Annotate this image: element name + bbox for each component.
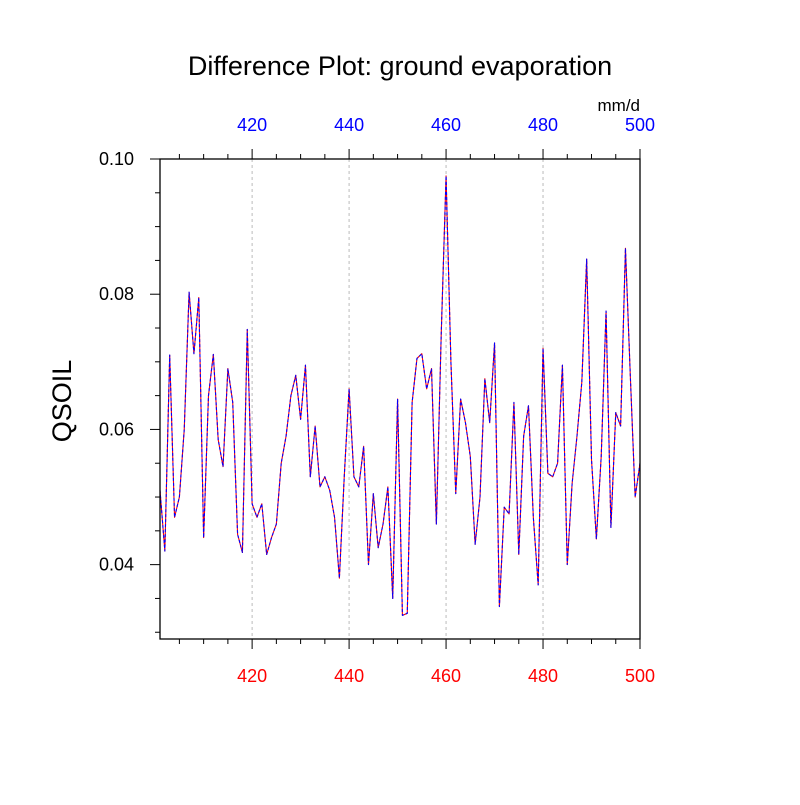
y-tick-label: 0.08: [99, 284, 134, 304]
y-tick-label: 0.04: [99, 555, 134, 575]
x-tick-label-top: 420: [237, 115, 267, 135]
y-tick-label: 0.06: [99, 419, 134, 439]
plot-frame: [159, 158, 641, 640]
tick-marks: [150, 149, 641, 649]
x-tick-label-top: 460: [431, 115, 461, 135]
tick-labels: 420 420 440 440 460 460 480 480 500 500 0.04 0.06 0.…: [99, 115, 655, 686]
x-tick-label-top: 480: [528, 115, 558, 135]
y-tick-label: 0.10: [99, 149, 134, 169]
series-lines: [159, 175, 641, 616]
grid-lines: [251, 159, 544, 639]
series-line-1: [159, 175, 641, 616]
units-label: mm/d: [598, 96, 641, 115]
y-axis-label: QSOIL: [47, 360, 77, 443]
x-tick-label-bottom: 500: [625, 666, 655, 686]
x-tick-label-top: 500: [625, 115, 655, 135]
x-tick-label-bottom: 420: [237, 666, 267, 686]
series-line-2: [159, 175, 641, 616]
x-tick-label-bottom: 460: [431, 666, 461, 686]
x-tick-label-bottom: 440: [334, 666, 364, 686]
axes: [159, 158, 641, 640]
x-tick-label-bottom: 480: [528, 666, 558, 686]
x-tick-label-top: 440: [334, 115, 364, 135]
chart-title: Difference Plot: ground evaporation: [188, 51, 612, 81]
